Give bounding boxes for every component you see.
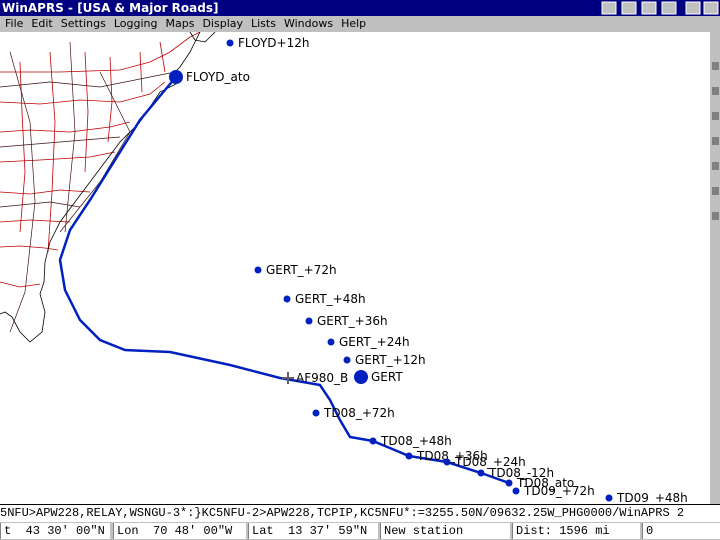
title-bar: WinAPRS - [USA & Major Roads] [0, 0, 720, 16]
menu-item[interactable]: Logging [113, 17, 158, 30]
menu-item[interactable]: Settings [60, 17, 106, 30]
station-label: TD08_ato [516, 476, 574, 490]
menu-item[interactable]: Display [202, 17, 243, 30]
station-icon [305, 317, 313, 325]
aircraft-icon [282, 372, 294, 384]
menu-item[interactable]: Maps [165, 17, 195, 30]
menu-item[interactable]: Edit [31, 17, 53, 30]
station-icon [369, 437, 377, 445]
station-icon [405, 452, 413, 460]
station-icon [512, 487, 520, 495]
station-label: GERT_+72h [266, 263, 337, 277]
station-icon [254, 266, 262, 274]
menu-item[interactable]: Help [341, 17, 367, 30]
packet-line: 5NFU>APW228,RELAY,WSNGU-3*:}KC5NFU-2>APW… [0, 504, 720, 522]
map: FLOYD+12h FLOYD_ato GERT_+72h GERT_+48h GERT… [0, 32, 720, 504]
title-buttons [601, 1, 719, 15]
status-cell: Lon 70 48' 00"W [113, 523, 246, 539]
station-label: AF980_B [296, 371, 348, 385]
station-label: GERT_+36h [317, 314, 388, 328]
station-label: GERT [371, 370, 403, 384]
station-icon [605, 494, 613, 502]
status-bar: t 43 30' 00"N Lon 70 48' 00"W Lat 13 37' 5… [0, 522, 720, 540]
station-icon [312, 409, 320, 417]
station-label: GERT_+12h [355, 353, 426, 367]
menu-item[interactable]: File [5, 17, 24, 30]
station-label: FLOYD_ato [186, 70, 250, 84]
menu-item[interactable]: Windows [283, 17, 334, 30]
station-label: TD09_+72h [523, 484, 595, 498]
window-title: WinAPRS - [USA & Major Roads] [2, 1, 219, 15]
status-cell: t 43 30' 00"N [0, 523, 110, 539]
menu-bar: File Edit Settings Logging Maps Display Lists W… [0, 16, 720, 32]
station-icon [443, 458, 451, 466]
station-icon [343, 356, 351, 364]
menu-item[interactable]: Lists [251, 17, 276, 30]
station-icon [327, 338, 335, 346]
station-label: TD08_+36h [416, 449, 488, 463]
station-label: TD09_+48h [616, 491, 688, 504]
station-label: GERT_+48h [295, 292, 366, 306]
station-icon [226, 39, 234, 47]
station-icon [354, 370, 368, 384]
status-cell: New station [380, 523, 510, 539]
station-label: TD08_+24h [454, 455, 526, 469]
station-icon [283, 295, 291, 303]
station-label: TD08_+72h [323, 406, 395, 420]
station-label: TD08_+48h [380, 434, 452, 448]
station-label: FLOYD+12h [238, 36, 309, 50]
status-cell: Dist: 1596 mi [512, 523, 640, 539]
station-label: TD08_-12h [488, 466, 554, 480]
status-cell: 0 [642, 523, 720, 539]
station-icon [505, 479, 513, 487]
station-icon [477, 469, 485, 477]
status-cell: Lat 13 37' 59"N [248, 523, 378, 539]
station-icon [169, 70, 183, 84]
station-label: GERT_+24h [339, 335, 410, 349]
